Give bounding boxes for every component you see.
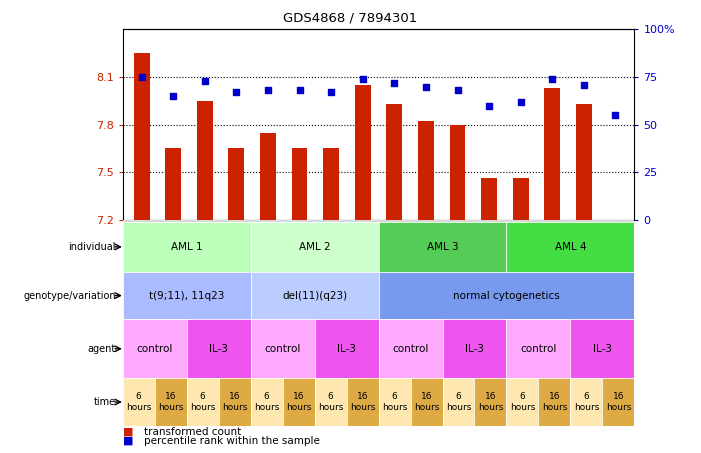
Text: agent: agent [88, 344, 116, 354]
Bar [386, 104, 402, 220]
Text: 16
hours: 16 hours [478, 392, 503, 412]
Point [168, 92, 179, 100]
Point [199, 77, 210, 84]
Text: 6
hours: 6 hours [254, 392, 279, 412]
Text: normal cytogenetics: normal cytogenetics [453, 290, 560, 301]
Text: 6
hours: 6 hours [573, 392, 599, 412]
Point [262, 87, 273, 94]
Text: 16
hours: 16 hours [286, 392, 311, 412]
Text: ■: ■ [123, 427, 133, 437]
Point [484, 102, 495, 109]
Bar [165, 148, 181, 220]
Bar [355, 85, 371, 220]
Text: control: control [393, 344, 429, 354]
Point [325, 89, 336, 96]
Text: 6
hours: 6 hours [382, 392, 407, 412]
Text: control: control [520, 344, 557, 354]
Point [294, 87, 305, 94]
Text: 16
hours: 16 hours [222, 392, 247, 412]
Text: 16
hours: 16 hours [350, 392, 375, 412]
Point [389, 79, 400, 87]
Point [515, 98, 526, 106]
Point [610, 111, 621, 119]
Text: AML 4: AML 4 [554, 242, 586, 252]
Bar [449, 125, 465, 220]
Text: IL-3: IL-3 [337, 344, 356, 354]
Bar [292, 148, 308, 220]
Bar [513, 178, 529, 220]
Text: individual: individual [68, 242, 116, 252]
Bar [134, 53, 149, 220]
Text: 6
hours: 6 hours [318, 392, 343, 412]
Bar [323, 148, 339, 220]
Text: 16
hours: 16 hours [542, 392, 567, 412]
Text: IL-3: IL-3 [209, 344, 228, 354]
Text: 6
hours: 6 hours [126, 392, 151, 412]
Text: 6
hours: 6 hours [190, 392, 215, 412]
Point [357, 75, 368, 82]
Point [421, 83, 432, 90]
Bar [260, 132, 276, 220]
Text: genotype/variation: genotype/variation [23, 290, 116, 301]
Text: IL-3: IL-3 [593, 344, 612, 354]
Text: control: control [264, 344, 301, 354]
Point [578, 81, 590, 88]
Bar [229, 148, 244, 220]
Point [547, 75, 558, 82]
Text: AML 1: AML 1 [171, 242, 203, 252]
Text: percentile rank within the sample: percentile rank within the sample [144, 436, 320, 446]
Text: 16
hours: 16 hours [414, 392, 440, 412]
Point [231, 89, 242, 96]
Text: 6
hours: 6 hours [510, 392, 535, 412]
Text: time: time [93, 397, 116, 407]
Text: 16
hours: 16 hours [606, 392, 631, 412]
Text: AML 2: AML 2 [299, 242, 330, 252]
Text: IL-3: IL-3 [465, 344, 484, 354]
Bar [576, 104, 592, 220]
Bar [481, 178, 497, 220]
Text: del(11)(q23): del(11)(q23) [282, 290, 347, 301]
Bar [197, 101, 212, 220]
Bar [418, 121, 434, 220]
Text: 6
hours: 6 hours [446, 392, 471, 412]
Text: t(9;11), 11q23: t(9;11), 11q23 [149, 290, 224, 301]
Text: ■: ■ [123, 436, 133, 446]
Text: GDS4868 / 7894301: GDS4868 / 7894301 [283, 11, 418, 24]
Text: 16
hours: 16 hours [158, 392, 184, 412]
Text: AML 3: AML 3 [427, 242, 458, 252]
Text: transformed count: transformed count [144, 427, 241, 437]
Bar [545, 88, 560, 220]
Point [452, 87, 463, 94]
Text: control: control [137, 344, 173, 354]
Point [136, 73, 147, 81]
